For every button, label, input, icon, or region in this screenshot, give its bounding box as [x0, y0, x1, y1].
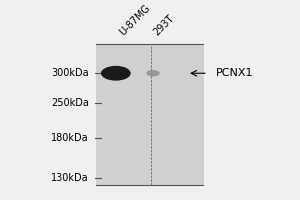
Text: 130kDa: 130kDa — [51, 173, 89, 183]
Text: PCNX1: PCNX1 — [215, 68, 253, 78]
Text: 293T: 293T — [152, 13, 176, 38]
Text: U-87MG: U-87MG — [118, 3, 152, 38]
Ellipse shape — [146, 70, 160, 77]
Text: 180kDa: 180kDa — [51, 133, 89, 143]
Text: 300kDa: 300kDa — [51, 68, 89, 78]
Bar — [97, 45, 203, 185]
Text: 250kDa: 250kDa — [51, 98, 89, 108]
Ellipse shape — [101, 66, 131, 81]
